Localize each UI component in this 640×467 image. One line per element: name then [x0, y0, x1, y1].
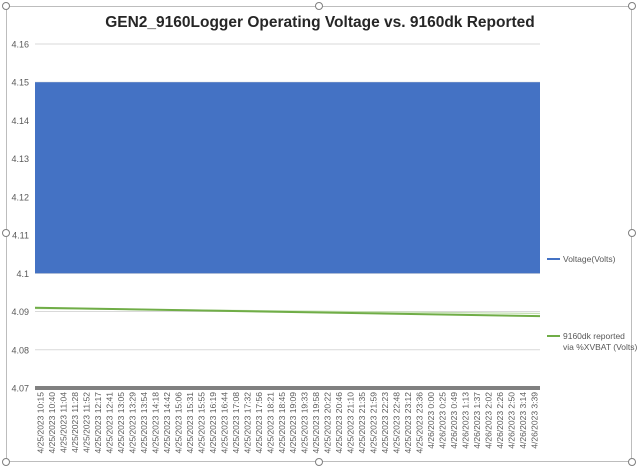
- x-tick-label: 4/25/2023 20:22: [323, 392, 333, 454]
- x-tick-label: 4/25/2023 13:29: [128, 392, 138, 454]
- resize-handle-middle-right[interactable]: [628, 229, 636, 237]
- y-tick-label: 4.11: [12, 231, 29, 241]
- y-tick-label: 4.1: [16, 269, 29, 279]
- x-tick-label: 4/26/2023 2:02: [483, 392, 493, 449]
- x-tick-label: 4/25/2023 19:58: [311, 392, 321, 454]
- x-tick-label: 4/25/2023 22:23: [380, 392, 390, 454]
- x-tick-label: 4/25/2023 12:17: [93, 392, 103, 454]
- series-voltage-band: [35, 82, 540, 274]
- resize-handle-bottom-right[interactable]: [628, 458, 636, 466]
- y-tick-label: 4.07: [11, 384, 29, 394]
- x-tick-label: 4/25/2023 20:46: [334, 392, 344, 454]
- x-tick-label: 4/25/2023 15:06: [173, 392, 183, 454]
- legend-label-voltage: Voltage(Volts): [563, 254, 616, 264]
- x-tick-label: 4/26/2023 0:25: [437, 392, 447, 449]
- x-tick-label: 4/26/2023 3:39: [529, 392, 539, 449]
- x-tick-label: 4/25/2023 23:12: [403, 392, 413, 454]
- x-tick-label: 4/25/2023 16:19: [208, 392, 218, 454]
- y-tick-label: 4.16: [11, 40, 29, 50]
- x-tick-label: 4/25/2023 13:54: [139, 392, 149, 454]
- resize-handle-middle-left[interactable]: [2, 229, 10, 237]
- x-tick-label: 4/25/2023 19:33: [300, 392, 310, 454]
- legend-label-9160dk-line: via %XVBAT (Volts): [563, 342, 637, 352]
- x-tick-label: 4/25/2023 18:45: [277, 392, 287, 454]
- x-tick-label: 4/25/2023 14:42: [162, 392, 172, 454]
- x-tick-label: 4/25/2023 17:32: [242, 392, 252, 454]
- x-tick-label: 4/25/2023 11:28: [70, 392, 80, 453]
- x-tick-label: 4/25/2023 22:48: [392, 392, 402, 454]
- resize-handle-bottom-center[interactable]: [315, 458, 323, 466]
- x-tick-label: 4/25/2023 15:31: [185, 392, 195, 454]
- y-tick-label: 4.13: [11, 154, 29, 164]
- x-tick-label: 4/26/2023 0:49: [449, 392, 459, 449]
- x-tick-label: 4/26/2023 0:00: [426, 392, 436, 449]
- resize-handle-top-right[interactable]: [628, 2, 636, 10]
- x-tick-label: 4/25/2023 17:08: [231, 392, 241, 454]
- x-tick-label: 4/25/2023 11:04: [59, 392, 69, 453]
- x-tick-label: 4/25/2023 14:18: [151, 392, 161, 454]
- x-tick-label: 4/26/2023 3:14: [518, 392, 528, 449]
- x-tick-label: 4/26/2023 2:26: [495, 392, 505, 449]
- y-tick-label: 4.09: [11, 307, 29, 317]
- x-tick-label: 4/25/2023 11:52: [82, 392, 92, 453]
- x-tick-label: 4/25/2023 17:56: [254, 392, 264, 454]
- y-tick-label: 4.08: [11, 345, 29, 355]
- x-tick-label: 4/26/2023 1:37: [472, 392, 482, 449]
- x-axis-tick-labels: 4/25/2023 10:15 4/25/2023 10:40 4/25/2023 …: [36, 392, 540, 454]
- x-tick-label: 4/25/2023 13:05: [116, 392, 126, 454]
- y-axis-tick-labels: 4.07 4.08 4.09 4.1 4.11 4.12 4.13 4.14 4.15 4.16: [11, 40, 29, 394]
- x-tick-label: 4/26/2023 1:13: [460, 392, 470, 449]
- x-tick-label: 4/25/2023 12:41: [105, 392, 115, 454]
- x-tick-label: 4/25/2023 18:21: [265, 392, 275, 454]
- y-tick-label: 4.12: [11, 192, 29, 202]
- legend-label-9160dk-line: 9160dk reported: [563, 331, 625, 341]
- x-tick-label: 4/25/2023 15:55: [196, 392, 206, 454]
- y-tick-label: 4.15: [11, 78, 29, 88]
- series-9160dk-line: [34, 306, 541, 318]
- x-tick-label: 4/25/2023 21:10: [346, 392, 356, 454]
- resize-handle-bottom-left[interactable]: [2, 458, 10, 466]
- resize-handle-top-center[interactable]: [315, 2, 323, 10]
- x-tick-label: 4/25/2023 10:40: [47, 392, 57, 454]
- x-tick-label: 4/25/2023 16:44: [219, 392, 229, 454]
- chart-title: GEN2_9160Logger Operating Voltage vs. 91…: [105, 14, 535, 31]
- plot-series: [34, 82, 541, 390]
- x-tick-label: 4/25/2023 21:35: [357, 392, 367, 454]
- x-tick-label: 4/26/2023 2:50: [506, 392, 516, 449]
- y-tick-label: 4.14: [11, 116, 29, 126]
- resize-handle-top-left[interactable]: [2, 2, 10, 10]
- x-tick-label: 4/25/2023 23:36: [414, 392, 424, 454]
- x-tick-label: 4/25/2023 21:59: [369, 392, 379, 454]
- x-tick-label: 4/25/2023 19:09: [288, 392, 298, 454]
- x-tick-label: 4/25/2023 10:15: [36, 392, 46, 454]
